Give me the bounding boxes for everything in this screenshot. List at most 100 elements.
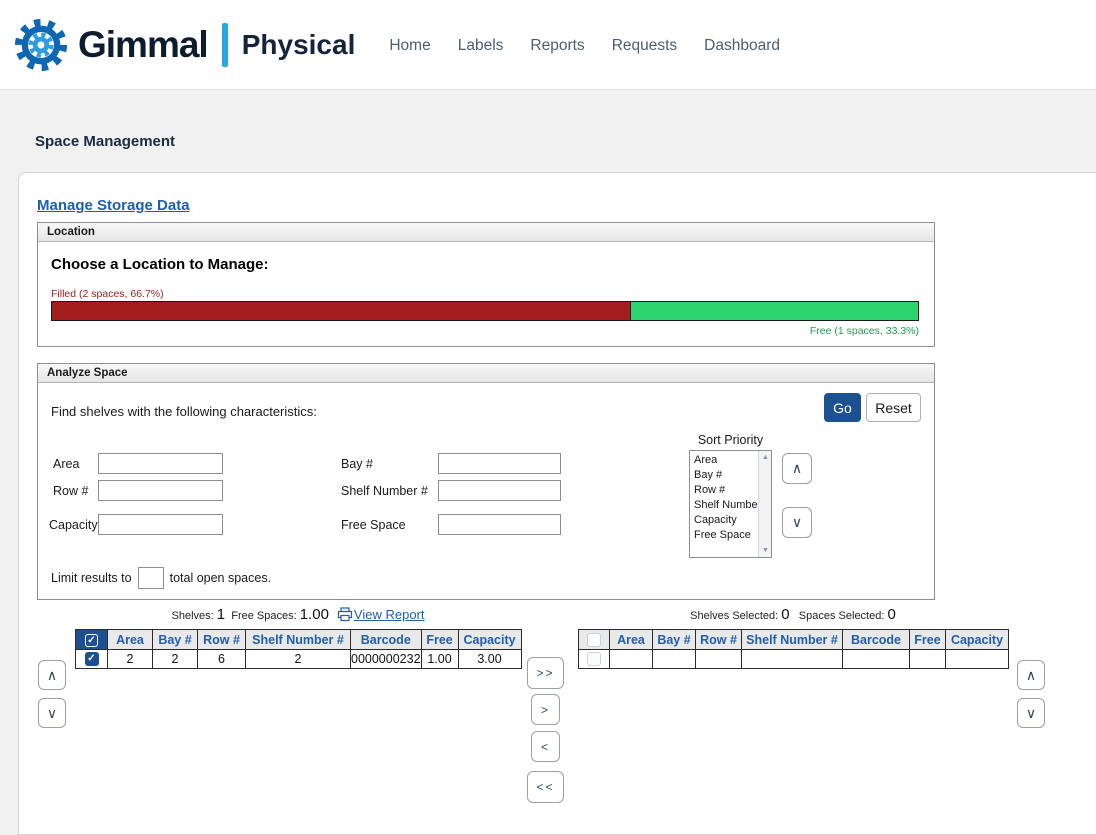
sort-option-capacity[interactable]: Capacity [694,514,737,526]
col-area: Area [107,629,153,650]
col-shelf: Shelf Number # [245,629,351,650]
nav-home[interactable]: Home [389,36,431,54]
right-table-move-down-button[interactable]: ∨ [1017,698,1045,728]
transfer-all-left-button[interactable]: << [527,771,564,803]
bay-input[interactable] [438,453,561,474]
free-label: Free (1 spaces, 33.3%) [809,325,919,337]
reset-button[interactable]: Reset [866,393,921,422]
limit-results-input[interactable] [137,567,164,589]
listbox-scrollbar[interactable]: ▲ ▼ [758,451,771,557]
brand-name: Gimmal [78,23,209,65]
cell-barcode: 0000000232 [350,649,422,669]
scrollbar-up-icon[interactable]: ▲ [762,454,769,461]
area-input[interactable] [98,453,223,474]
spaces-selected-value: 0 [887,606,896,623]
main-nav: Home Labels Reports Requests Dashboard [389,35,780,55]
transfer-one-right-button[interactable]: > [531,694,560,725]
select-all-checkbox[interactable] [587,632,601,647]
select-all-checkbox[interactable]: ✓ [85,633,98,647]
col-row: Row # [695,629,742,650]
capacity-input[interactable] [98,514,223,535]
col-row: Row # [197,629,246,650]
transfer-all-right-button[interactable]: >> [527,657,564,689]
cell-barcode [842,649,910,669]
nav-reports[interactable]: Reports [530,36,585,54]
selected-summary: Shelves Selected: 0 Spaces Selected: 0 [578,606,1008,623]
shelf-number-label: Shelf Number # [341,484,428,498]
row-input[interactable] [98,480,223,501]
bay-label: Bay # [341,457,373,471]
sort-option-free-space[interactable]: Free Space [694,529,751,541]
free-space-label: Free Space [341,518,406,532]
nav-labels[interactable]: Labels [457,36,504,54]
space-usage-bar[interactable] [51,301,919,321]
available-shelves-table: ✓ Area Bay # Row # Shelf Number # Barcod… [75,629,522,669]
left-table-move-up-button[interactable]: ∧ [38,660,66,690]
location-prompt: Choose a Location to Manage: [51,256,269,273]
free-segment[interactable] [629,302,918,320]
cell-area: 2 [107,649,153,669]
row-label: Row # [53,484,89,498]
area-label: Area [53,457,80,471]
sort-priority-label: Sort Priority [697,433,764,447]
printer-icon [337,607,353,622]
sort-move-up-button[interactable]: ∧ [782,453,812,484]
shelves-selected-value: 0 [781,606,790,623]
sort-move-down-button[interactable]: ∨ [782,507,812,538]
table-header-row: Area Bay # Row # Shelf Number # Barcode … [578,629,1009,650]
spaces-selected-label: Spaces Selected: [798,610,885,622]
sort-option-bay[interactable]: Bay # [694,469,723,481]
sort-option-area[interactable]: Area [694,454,718,466]
filled-label: Filled (2 spaces, 66.7%) [51,288,164,300]
col-bay: Bay # [152,629,198,650]
sort-option-shelf[interactable]: Shelf Number # [694,499,771,511]
main-card: Manage Storage Data Location Choose a Lo… [18,172,1096,835]
cell-shelf [741,649,843,669]
cell-row: 6 [197,649,246,669]
col-bay: Bay # [652,629,696,650]
limit-suffix-label: total open spaces. [169,571,272,585]
col-free: Free [420,629,459,650]
col-capacity: Capacity [457,629,522,650]
analyze-panel-header: Analyze Space [38,364,934,383]
row-checkbox[interactable] [587,652,601,667]
gimmal-gear-icon [14,18,68,71]
analyze-prompt: Find shelves with the following characte… [51,404,317,419]
free-spaces-label: Free Spaces: [231,610,297,622]
go-button[interactable]: Go [824,393,861,422]
nav-dashboard[interactable]: Dashboard [704,36,780,54]
limit-results-row: Limit results to total open spaces. [51,567,271,589]
free-space-input[interactable] [438,514,561,535]
cell-capacity [945,649,1009,669]
selected-shelves-table: Area Bay # Row # Shelf Number # Barcode … [578,629,1009,669]
product-name: Physical [241,28,356,60]
row-checkbox[interactable]: ✓ [84,652,99,667]
cell-bay: 2 [152,649,198,669]
filled-segment[interactable] [52,302,630,320]
top-navigation-bar: Gimmal Physical Home Labels Reports Requ… [0,0,1096,90]
nav-requests[interactable]: Requests [611,36,678,54]
cell-bay [652,649,696,669]
shelves-selected-label: Shelves Selected: [690,610,779,622]
cell-area [609,649,653,669]
view-report-link[interactable]: View Report [353,607,425,622]
cell-row [695,649,742,669]
shelves-value: 1 [216,606,226,623]
col-barcode: Barcode [842,629,910,650]
transfer-one-left-button[interactable]: < [531,731,560,762]
right-table-move-up-button[interactable]: ∧ [1017,660,1045,690]
free-spaces-value: 1.00 [299,606,329,623]
col-shelf: Shelf Number # [741,629,843,650]
scrollbar-down-icon[interactable]: ▼ [762,547,769,554]
table-header-row: ✓ Area Bay # Row # Shelf Number # Barcod… [75,629,522,650]
col-area: Area [609,629,653,650]
left-table-move-down-button[interactable]: ∨ [38,698,66,728]
shelf-number-input[interactable] [438,480,561,501]
sort-option-row[interactable]: Row # [694,484,726,496]
shelves-label: Shelves: [171,610,214,622]
limit-prefix-label: Limit results to [51,571,132,585]
sort-priority-listbox[interactable]: Area Bay # Row # Shelf Number # Capacity… [689,450,772,558]
table-row [578,649,1009,669]
results-summary: Shelves: 1 Free Spaces: 1.00 View Report [75,606,521,623]
manage-storage-data-link[interactable]: Manage Storage Data [37,197,190,214]
